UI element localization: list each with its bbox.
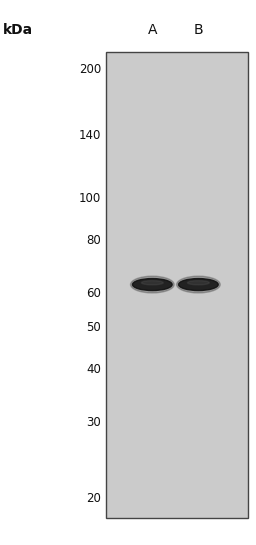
Text: 20: 20 xyxy=(86,492,101,505)
Text: 40: 40 xyxy=(86,362,101,376)
Ellipse shape xyxy=(131,276,174,293)
Text: 30: 30 xyxy=(86,416,101,429)
Text: 100: 100 xyxy=(79,192,101,205)
Text: 140: 140 xyxy=(79,129,101,142)
Text: B: B xyxy=(194,23,203,37)
Text: 200: 200 xyxy=(79,63,101,76)
Text: 80: 80 xyxy=(86,234,101,246)
FancyBboxPatch shape xyxy=(106,52,248,518)
Ellipse shape xyxy=(133,278,172,290)
Ellipse shape xyxy=(178,278,218,290)
Ellipse shape xyxy=(141,281,163,285)
Ellipse shape xyxy=(177,276,220,293)
Ellipse shape xyxy=(187,281,209,285)
Text: kDa: kDa xyxy=(3,23,33,37)
Text: 60: 60 xyxy=(86,287,101,300)
Text: A: A xyxy=(147,23,157,37)
Text: 50: 50 xyxy=(86,321,101,334)
